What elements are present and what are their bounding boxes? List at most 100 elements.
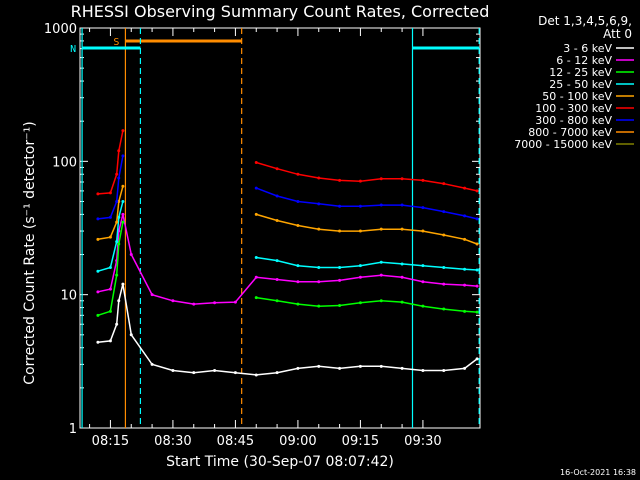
data-point (233, 300, 237, 304)
data-point (421, 368, 425, 372)
data-point (338, 278, 342, 282)
data-point (108, 339, 112, 343)
x-axis-label: Start Time (30-Sep-07 08:07:42) (166, 454, 394, 470)
data-point (254, 186, 258, 190)
data-point (463, 366, 467, 370)
legend-entry-label: 6 - 12 keV (556, 54, 612, 67)
data-point (442, 282, 446, 286)
data-point (379, 260, 383, 264)
data-point (213, 368, 217, 372)
data-point (254, 373, 258, 377)
data-point (171, 368, 175, 372)
data-point (317, 364, 321, 368)
footer-date: 16-Oct-2021 16:38 (560, 468, 636, 477)
data-point (400, 300, 404, 304)
data-point (96, 217, 100, 221)
x-tick-label: 08:45 (217, 434, 254, 449)
data-point (108, 265, 112, 269)
legend-subheader: Att 0 (603, 27, 632, 41)
data-point (317, 202, 321, 206)
data-point (115, 240, 119, 244)
legend-entry-label: 12 - 25 keV (549, 66, 612, 79)
data-point (296, 280, 300, 284)
data-point (115, 273, 119, 277)
data-point (115, 220, 119, 224)
data-point (254, 255, 258, 259)
data-point (338, 303, 342, 307)
data-point (296, 264, 300, 268)
x-tick-label: 09:15 (342, 434, 379, 449)
data-point (121, 199, 125, 203)
legend-entry-label: 50 - 100 keV (542, 90, 612, 103)
data-point (442, 307, 446, 311)
chart-title: RHESSI Observing Summary Count Rates, Co… (71, 2, 490, 21)
data-point (475, 284, 479, 288)
data-point (379, 364, 383, 368)
data-point (379, 177, 383, 181)
data-point (400, 227, 404, 231)
data-point (296, 172, 300, 176)
data-point (213, 301, 217, 305)
data-point (421, 229, 425, 233)
data-point (275, 371, 279, 375)
data-point (338, 265, 342, 269)
data-point (400, 262, 404, 266)
data-point (463, 283, 467, 287)
data-point (296, 224, 300, 228)
data-point (108, 287, 112, 291)
data-point (254, 212, 258, 216)
data-point (463, 214, 467, 218)
marker-label: N (70, 44, 76, 55)
data-point (358, 204, 362, 208)
data-point (358, 364, 362, 368)
legend-entry-label: 3 - 6 keV (563, 42, 612, 55)
data-point (475, 242, 479, 246)
data-point (358, 179, 362, 183)
legend-entry-label: 25 - 50 keV (549, 78, 612, 91)
data-point (463, 309, 467, 313)
legend-entry-label: 7000 - 15000 keV (514, 138, 612, 151)
data-point (275, 194, 279, 198)
data-point (254, 296, 258, 300)
data-point (117, 149, 121, 153)
data-point (108, 191, 112, 195)
data-point (129, 333, 133, 337)
y-tick-label: 10 (60, 289, 77, 304)
data-point (400, 203, 404, 207)
data-point (442, 210, 446, 214)
data-point (117, 176, 121, 180)
data-point (358, 264, 362, 268)
legend-header: Det 1,3,4,5,6,9, (538, 14, 632, 28)
data-point (96, 269, 100, 273)
data-point (108, 309, 112, 313)
data-point (296, 199, 300, 203)
data-point (475, 268, 479, 272)
data-point (96, 340, 100, 344)
data-point (475, 189, 479, 193)
data-point (317, 304, 321, 308)
legend-entry-label: 100 - 300 keV (535, 102, 612, 115)
data-point (254, 161, 258, 165)
data-point (192, 371, 196, 375)
x-tick-label: 08:30 (154, 434, 191, 449)
data-point (192, 302, 196, 306)
legend-entry-label: 300 - 800 keV (535, 114, 612, 127)
data-point (463, 186, 467, 190)
data-point (317, 265, 321, 269)
data-point (400, 275, 404, 279)
data-point (463, 267, 467, 271)
y-tick-label: 100 (52, 155, 77, 170)
data-point (379, 227, 383, 231)
data-point (254, 275, 258, 279)
data-point (275, 299, 279, 303)
data-point (275, 218, 279, 222)
data-point (400, 177, 404, 181)
data-point (475, 217, 479, 221)
data-point (96, 290, 100, 294)
data-point (117, 242, 121, 246)
data-point (275, 259, 279, 263)
data-point (358, 275, 362, 279)
data-point (296, 366, 300, 370)
data-point (275, 167, 279, 171)
